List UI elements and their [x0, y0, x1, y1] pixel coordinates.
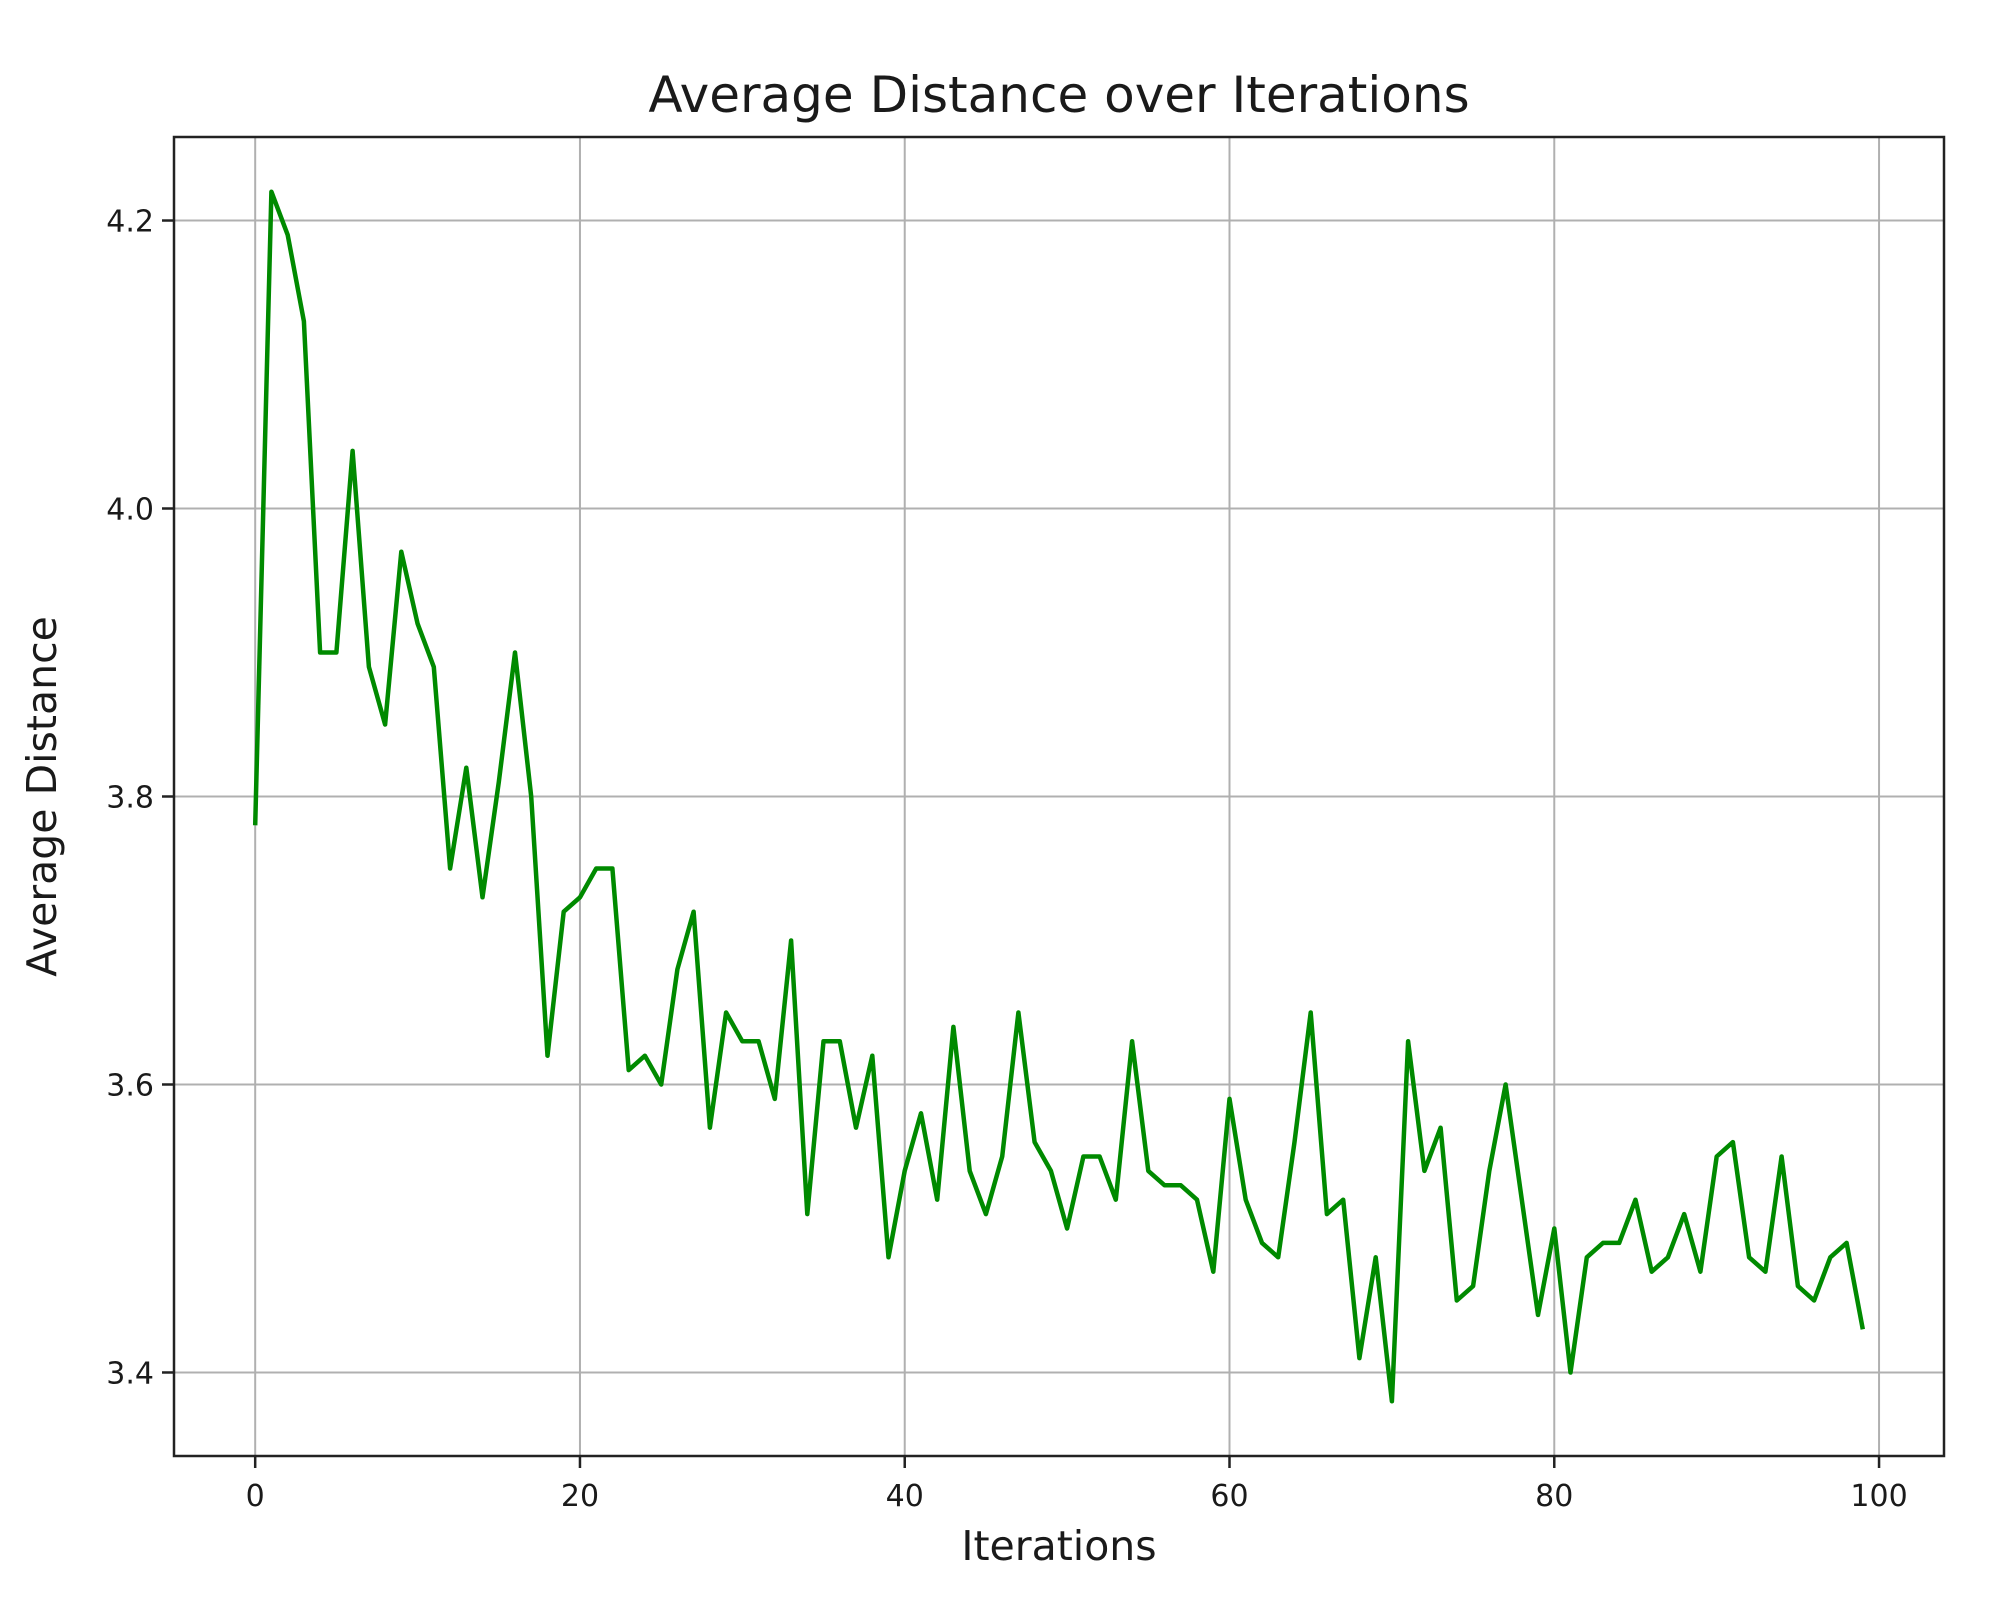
- chart-title: Average Distance over Iterations: [648, 66, 1469, 124]
- y-tick-label: 3.4: [106, 1356, 154, 1391]
- x-axis-label: Iterations: [961, 1522, 1156, 1570]
- y-tick-label: 3.6: [106, 1068, 154, 1103]
- x-tick-label: 40: [886, 1479, 924, 1514]
- series-line: [252, 189, 1866, 1404]
- y-tick-label: 4.2: [106, 205, 154, 240]
- y-tick-label: 4.0: [106, 493, 154, 528]
- y-tick-label: 3.8: [106, 781, 154, 816]
- x-tick-label: 80: [1535, 1479, 1573, 1514]
- x-tick-label: 0: [246, 1479, 265, 1514]
- y-axis-label: Average Distance: [18, 616, 66, 977]
- x-tick-label: 100: [1850, 1479, 1907, 1514]
- series-group: [252, 189, 1866, 1404]
- x-tick-label: 20: [561, 1479, 599, 1514]
- tick-group: 0 20 40 60 80 100 3.4 3.6 3.8 4.0 4.2: [106, 205, 1907, 1514]
- x-tick-label: 60: [1210, 1479, 1248, 1514]
- grid-lines: [174, 137, 1944, 1456]
